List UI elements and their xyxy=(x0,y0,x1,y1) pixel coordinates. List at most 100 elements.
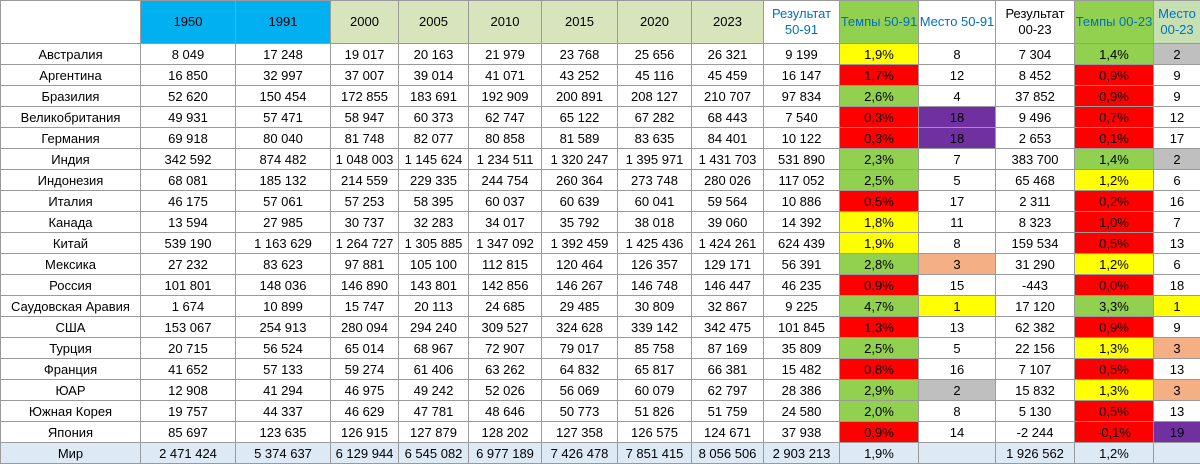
table-row: Италия 46 175 57 061 57 253 58 395 60 037 60 6… xyxy=(0,190,1200,212)
row-label: Аргентина xyxy=(0,64,141,86)
table-cell: 25 656 xyxy=(617,43,692,65)
table-cell: 57 133 xyxy=(235,358,331,380)
table-cell: 0,8% xyxy=(839,358,919,380)
table-cell: 1 320 247 xyxy=(541,148,618,170)
table-cell: 60 373 xyxy=(398,106,469,128)
table-cell: 127 358 xyxy=(541,421,618,443)
table-cell: 2 xyxy=(918,379,996,401)
table-cell: 2 311 xyxy=(995,190,1075,212)
table-cell: 31 290 xyxy=(995,253,1075,275)
table-cell: 8 049 xyxy=(140,43,236,65)
table-cell: 1 395 971 xyxy=(617,148,692,170)
table-row: ЮАР 12 908 41 294 46 975 49 242 52 026 56 069 6… xyxy=(0,379,1200,401)
table-cell: 10 122 xyxy=(763,127,840,149)
table-cell: 9 xyxy=(1153,316,1200,338)
table-cell: 58 395 xyxy=(398,190,469,212)
table-cell: 1,3% xyxy=(1074,379,1154,401)
table-cell: 18 xyxy=(918,127,996,149)
table-cell: 50 773 xyxy=(541,400,618,422)
table-cell: 172 855 xyxy=(330,85,399,107)
table-cell: 1 145 624 xyxy=(398,148,469,170)
table-cell: 1,9% xyxy=(839,43,919,65)
table-cell: 2 xyxy=(1153,148,1200,170)
table-cell: 1,3% xyxy=(1074,337,1154,359)
table-cell: 1,0% xyxy=(1074,211,1154,233)
table-cell: 20 113 xyxy=(398,295,469,317)
table-cell: 128 202 xyxy=(468,421,542,443)
table-cell: 9 225 xyxy=(763,295,840,317)
table-cell: 39 014 xyxy=(398,64,469,86)
table-cell: 185 132 xyxy=(235,169,331,191)
table-cell: 159 534 xyxy=(995,232,1075,254)
table-cell: 80 040 xyxy=(235,127,331,149)
table-cell: 1,4% xyxy=(1074,148,1154,170)
table-cell: 1 xyxy=(918,295,996,317)
table-cell: 60 037 xyxy=(468,190,542,212)
table-cell: 79 017 xyxy=(541,337,618,359)
table-cell: 85 697 xyxy=(140,421,236,443)
table-row: Канада 13 594 27 985 30 737 32 283 34 017 35 7… xyxy=(0,211,1200,233)
table-row: Индия 342 592 874 482 1 048 003 1 145 624 1 2… xyxy=(0,148,1200,170)
table-cell: 5 xyxy=(918,337,996,359)
table-cell: 1 305 885 xyxy=(398,232,469,254)
header-cell: 2023 xyxy=(691,0,764,44)
table-cell: 183 691 xyxy=(398,85,469,107)
table-cell: 83 635 xyxy=(617,127,692,149)
table-cell: 68 081 xyxy=(140,169,236,191)
table-cell: 1,9% xyxy=(839,232,919,254)
table-row: Китай 539 190 1 163 629 1 264 727 1 305 885 1… xyxy=(0,232,1200,254)
table-cell: 56 524 xyxy=(235,337,331,359)
table-cell: 0,5% xyxy=(839,190,919,212)
table-cell: 0,9% xyxy=(839,421,919,443)
table-cell: 58 947 xyxy=(330,106,399,128)
row-label: Мексика xyxy=(0,253,141,275)
table-cell: 7 426 478 xyxy=(541,442,618,464)
table-cell: 16 xyxy=(918,358,996,380)
header-cell: 2010 xyxy=(468,0,542,44)
table-cell: 260 364 xyxy=(541,169,618,191)
row-label: Россия xyxy=(0,274,141,296)
table-cell: 2 903 213 xyxy=(763,442,840,464)
table-cell: 12 xyxy=(1153,106,1200,128)
table-cell: 49 242 xyxy=(398,379,469,401)
table-cell: 17 120 xyxy=(995,295,1075,317)
table-cell: 6 545 082 xyxy=(398,442,469,464)
table-cell: 150 454 xyxy=(235,85,331,107)
table-cell: 101 801 xyxy=(140,274,236,296)
table-cell: 1,4% xyxy=(1074,43,1154,65)
table-cell: 5 130 xyxy=(995,400,1075,422)
table-row: Мексика 27 232 83 623 97 881 105 100 112 815 1… xyxy=(0,253,1200,275)
table-cell: 1 264 727 xyxy=(330,232,399,254)
table-cell: 24 580 xyxy=(763,400,840,422)
table-cell: 0,9% xyxy=(1074,64,1154,86)
table-cell: 0,1% xyxy=(1074,127,1154,149)
table-cell: 0,9% xyxy=(839,274,919,296)
table-cell: 12 xyxy=(918,64,996,86)
table-cell: 280 094 xyxy=(330,316,399,338)
table-cell: 46 629 xyxy=(330,400,399,422)
table-cell: 21 979 xyxy=(468,43,542,65)
table-cell: 2,0% xyxy=(839,400,919,422)
table-cell: 17 xyxy=(1153,127,1200,149)
table-cell: 13 594 xyxy=(140,211,236,233)
table-cell: 126 915 xyxy=(330,421,399,443)
table-cell: 126 575 xyxy=(617,421,692,443)
table-cell: 6 129 944 xyxy=(330,442,399,464)
table-cell: 1 xyxy=(1153,295,1200,317)
table-cell: 49 931 xyxy=(140,106,236,128)
table-cell: 146 447 xyxy=(691,274,764,296)
table-cell: 126 357 xyxy=(617,253,692,275)
table-cell: 342 475 xyxy=(691,316,764,338)
table-row: Германия 69 918 80 040 81 748 82 077 80 858 81… xyxy=(0,127,1200,149)
table-cell: 229 335 xyxy=(398,169,469,191)
header-cell: Темпы 00-23 xyxy=(1074,0,1154,44)
table-cell: 8 xyxy=(918,232,996,254)
table-cell: 0,7% xyxy=(1074,106,1154,128)
table-cell: 123 635 xyxy=(235,421,331,443)
table-cell: 29 485 xyxy=(541,295,618,317)
table-cell: 44 337 xyxy=(235,400,331,422)
table-cell: 46 175 xyxy=(140,190,236,212)
table-cell: 8 452 xyxy=(995,64,1075,86)
header-cell: Результат 50-91 xyxy=(763,0,840,44)
table-cell: 15 xyxy=(918,274,996,296)
